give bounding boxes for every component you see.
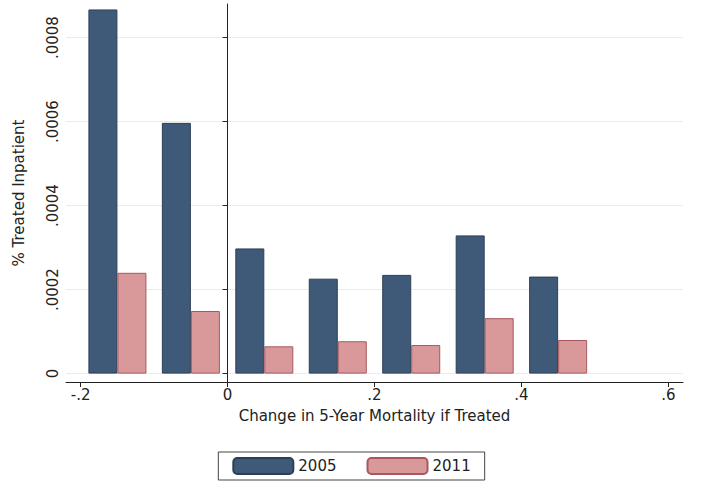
svg-text:-.2: -.2 — [71, 386, 91, 404]
svg-text:Change in 5-Year Mortality if: Change in 5-Year Mortality if Treated — [239, 407, 511, 425]
svg-text:2005: 2005 — [298, 457, 336, 475]
svg-text:.0008: .0008 — [44, 16, 62, 59]
svg-text:2011: 2011 — [433, 457, 471, 475]
svg-text:0: 0 — [223, 386, 233, 404]
svg-text:.0004: .0004 — [44, 184, 62, 227]
svg-text:.2: .2 — [367, 386, 381, 404]
svg-text:.0002: .0002 — [44, 268, 62, 311]
svg-text:.0006: .0006 — [44, 100, 62, 143]
svg-text:.4: .4 — [514, 386, 528, 404]
svg-text:0: 0 — [44, 369, 62, 379]
svg-text:.6: .6 — [661, 386, 675, 404]
svg-text:% Treated Inpatient: % Treated Inpatient — [10, 119, 28, 266]
